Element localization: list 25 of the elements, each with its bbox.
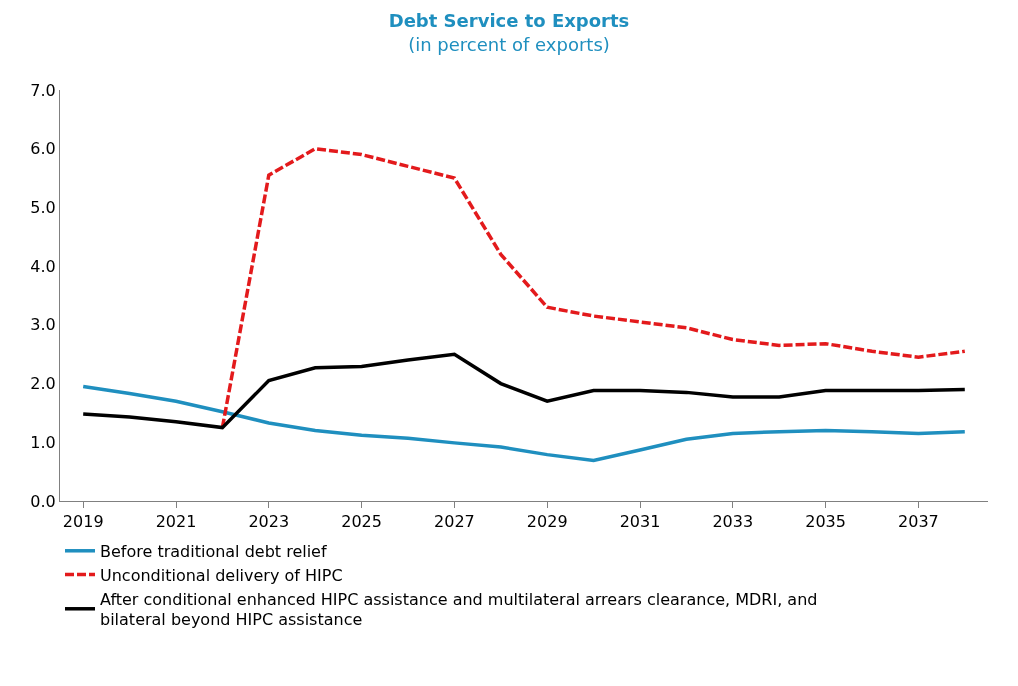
x-tick-label: 2033 bbox=[712, 512, 754, 532]
chart-title: Debt Service to Exports bbox=[388, 10, 630, 32]
legend-label: Unconditional delivery of HIPC bbox=[100, 565, 343, 585]
y-tick-label: 6.0 bbox=[30, 139, 56, 159]
x-tick-label: 2023 bbox=[248, 512, 290, 532]
line-series bbox=[81, 384, 967, 463]
x-tick-label: 2021 bbox=[155, 512, 197, 532]
y-tick-label: 1.0 bbox=[30, 432, 56, 452]
x-tick-label: 2019 bbox=[62, 512, 104, 532]
y-tick-label: 7.0 bbox=[30, 80, 56, 100]
y-tick-label: 5.0 bbox=[30, 198, 56, 218]
x-tick-label: 2027 bbox=[434, 512, 475, 532]
legend-label: Before traditional debt relief bbox=[100, 542, 327, 562]
legend-label: After conditional enhanced HIPC assistance and multilateral arrears clearance, MDRI, and bilateral beyond HIPC assistance bbox=[100, 589, 818, 630]
x-tick-label: 2025 bbox=[341, 512, 382, 532]
chart-subtitle: (in percent of exports) bbox=[408, 33, 610, 55]
x-tick-label: 2031 bbox=[619, 512, 661, 532]
x-tick-label: 2035 bbox=[805, 512, 846, 532]
y-tick-label: 4.0 bbox=[30, 256, 56, 276]
y-tick-label: 3.0 bbox=[30, 315, 56, 335]
y-tick-label: 2.0 bbox=[30, 374, 56, 394]
x-tick-label: 2029 bbox=[526, 512, 568, 532]
line-series bbox=[81, 352, 967, 430]
x-tick-label: 2037 bbox=[898, 512, 939, 532]
y-tick-label: 0.0 bbox=[30, 491, 56, 511]
